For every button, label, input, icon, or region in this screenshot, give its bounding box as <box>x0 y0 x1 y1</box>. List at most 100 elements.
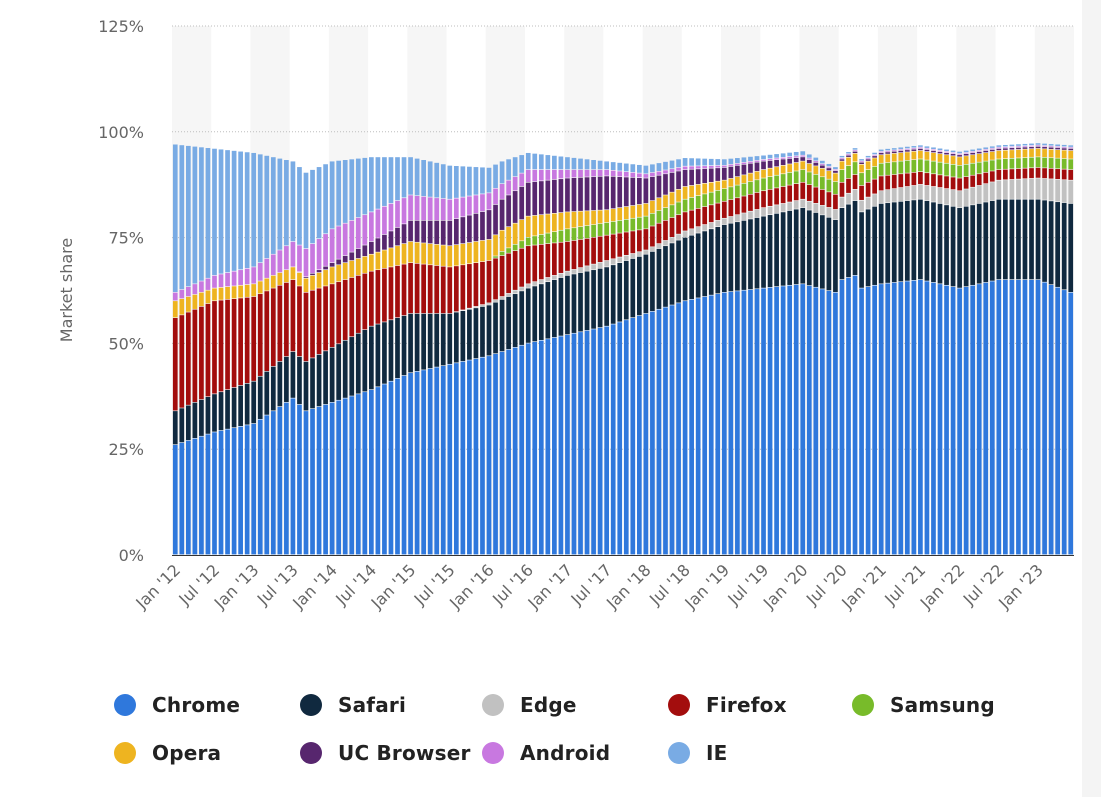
bar-segment-opera[interactable] <box>957 157 962 166</box>
bar-segment-android[interactable] <box>270 254 276 276</box>
bar-segment-ie[interactable] <box>270 157 276 254</box>
bar-segment-samsung[interactable] <box>787 172 793 185</box>
bar-segment-chrome[interactable] <box>793 284 799 555</box>
bar-segment-samsung[interactable] <box>728 187 734 200</box>
bar-segment-samsung[interactable] <box>532 236 538 245</box>
bar-segment-ie[interactable] <box>950 150 956 153</box>
bar-segment-ie[interactable] <box>702 158 708 166</box>
bar-segment-uc-browser[interactable] <box>1061 148 1067 150</box>
bar-segment-opera[interactable] <box>891 153 897 162</box>
bar-segment-safari[interactable] <box>1068 203 1074 293</box>
bar-segment-firefox[interactable] <box>179 315 185 408</box>
bar-segment-safari[interactable] <box>362 329 368 392</box>
bar-segment-android[interactable] <box>297 245 302 272</box>
bar-segment-firefox[interactable] <box>891 174 897 189</box>
bar-segment-chrome[interactable] <box>878 284 884 555</box>
bar-segment-chrome[interactable] <box>918 279 923 555</box>
bar-segment-ie[interactable] <box>506 159 511 180</box>
bar-segment-android[interactable] <box>630 172 636 178</box>
bar-segment-chrome[interactable] <box>800 284 806 555</box>
bar-segment-android[interactable] <box>1022 146 1028 147</box>
bar-segment-firefox[interactable] <box>329 284 335 348</box>
bar-segment-safari[interactable] <box>473 308 479 359</box>
bar-segment-firefox[interactable] <box>565 241 570 271</box>
bar-segment-android[interactable] <box>721 165 727 168</box>
bar-segment-chrome[interactable] <box>212 432 217 555</box>
bar-segment-opera[interactable] <box>251 284 257 297</box>
bar-segment-android[interactable] <box>937 150 943 152</box>
bar-segment-chrome[interactable] <box>440 365 446 555</box>
bar-segment-ie[interactable] <box>1009 144 1015 147</box>
bar-segment-chrome[interactable] <box>623 320 629 555</box>
bar-segment-opera[interactable] <box>656 198 662 211</box>
bar-segment-firefox[interactable] <box>983 172 989 184</box>
bar-segment-safari[interactable] <box>663 246 668 307</box>
bar-segment-android[interactable] <box>623 172 629 177</box>
bar-segment-edge[interactable] <box>767 206 773 215</box>
bar-segment-samsung[interactable] <box>512 244 518 251</box>
bar-segment-ie[interactable] <box>891 148 897 150</box>
bar-segment-opera[interactable] <box>944 155 949 163</box>
bar-segment-safari[interactable] <box>806 210 812 286</box>
bar-segment-android[interactable] <box>839 158 845 159</box>
bar-segment-safari[interactable] <box>440 313 446 366</box>
bar-segment-chrome[interactable] <box>290 398 296 555</box>
bar-segment-opera[interactable] <box>349 260 355 278</box>
bar-segment-uc-browser[interactable] <box>1035 146 1041 149</box>
bar-segment-safari[interactable] <box>931 202 936 283</box>
bar-segment-opera[interactable] <box>1055 149 1061 158</box>
bar-segment-firefox[interactable] <box>702 206 708 225</box>
bar-segment-edge[interactable] <box>931 186 936 202</box>
bar-segment-opera[interactable] <box>453 245 459 266</box>
bar-segment-opera[interactable] <box>506 227 511 248</box>
bar-segment-android[interactable] <box>414 195 420 221</box>
bar-segment-firefox[interactable] <box>427 265 433 314</box>
bar-segment-opera[interactable] <box>806 163 812 172</box>
bar-segment-android[interactable] <box>362 215 368 245</box>
bar-segment-safari[interactable] <box>225 389 230 429</box>
bar-segment-edge[interactable] <box>493 300 498 302</box>
bar-segment-firefox[interactable] <box>538 244 544 280</box>
bar-segment-safari[interactable] <box>290 351 296 398</box>
bar-segment-ie[interactable] <box>976 148 982 151</box>
bar-segment-opera[interactable] <box>212 288 217 301</box>
bar-segment-safari[interactable] <box>735 222 740 291</box>
bar-segment-chrome[interactable] <box>349 396 355 555</box>
bar-segment-chrome[interactable] <box>310 408 315 555</box>
bar-segment-android[interactable] <box>911 148 917 149</box>
bar-segment-safari[interactable] <box>957 207 962 288</box>
bar-segment-firefox[interactable] <box>663 220 668 241</box>
bar-segment-safari[interactable] <box>192 402 198 439</box>
bar-segment-uc-browser[interactable] <box>604 176 610 210</box>
bar-segment-ie[interactable] <box>623 163 629 172</box>
bar-segment-android[interactable] <box>1048 146 1054 147</box>
bar-segment-safari[interactable] <box>480 306 485 357</box>
bar-segment-safari[interactable] <box>179 408 185 443</box>
bar-segment-ie[interactable] <box>512 157 518 177</box>
bar-segment-samsung[interactable] <box>865 169 871 182</box>
bar-segment-chrome[interactable] <box>421 370 426 555</box>
bar-segment-opera[interactable] <box>643 203 649 216</box>
bar-segment-uc-browser[interactable] <box>931 150 936 153</box>
bar-segment-uc-browser[interactable] <box>486 210 492 240</box>
bar-segment-opera[interactable] <box>728 178 734 187</box>
bar-segment-android[interactable] <box>205 278 211 290</box>
bar-segment-ie[interactable] <box>865 155 871 158</box>
bar-segment-safari[interactable] <box>656 248 662 309</box>
bar-segment-android[interactable] <box>172 292 178 301</box>
bar-segment-samsung[interactable] <box>976 162 982 174</box>
bar-segment-chrome[interactable] <box>728 291 734 555</box>
bar-segment-chrome[interactable] <box>708 295 714 555</box>
bar-segment-uc-browser[interactable] <box>721 167 727 180</box>
bar-segment-android[interactable] <box>225 272 230 287</box>
bar-segment-opera[interactable] <box>1035 148 1041 157</box>
bar-segment-uc-browser[interactable] <box>898 150 904 153</box>
bar-segment-edge[interactable] <box>983 183 989 202</box>
bar-segment-edge[interactable] <box>519 287 525 291</box>
legend-item-edge[interactable]: Edge <box>482 690 577 720</box>
bar-segment-chrome[interactable] <box>584 330 590 555</box>
bar-segment-safari[interactable] <box>885 203 891 283</box>
bar-segment-firefox[interactable] <box>1016 168 1021 179</box>
bar-segment-android[interactable] <box>342 223 348 256</box>
bar-segment-chrome[interactable] <box>225 429 230 555</box>
